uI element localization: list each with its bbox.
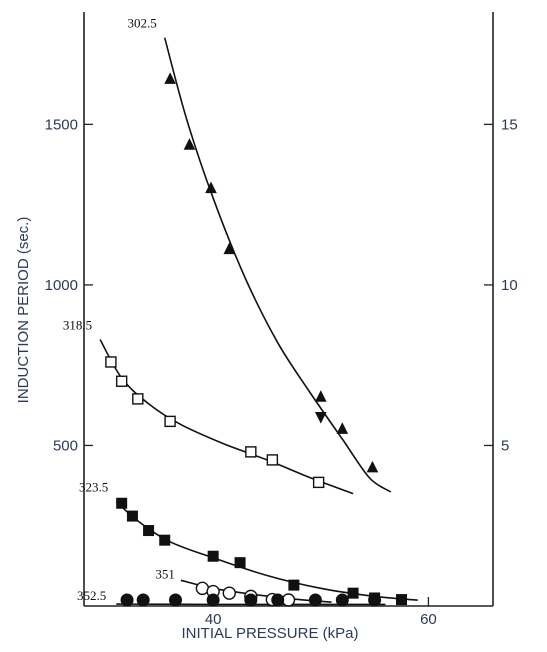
data-point: [222, 586, 237, 600]
data-point: [244, 593, 258, 607]
series-label: 323.5: [79, 480, 108, 495]
data-point: [368, 593, 382, 607]
data-point: [164, 415, 176, 428]
right-y-tick-label: 15: [501, 116, 518, 133]
markers: [105, 72, 408, 607]
series-labels: 302.5 318.5 323.5 351 352.5: [63, 16, 175, 603]
series-label: 318.5: [63, 318, 92, 333]
x-tick-label: 40: [205, 611, 222, 628]
data-point: [336, 422, 349, 434]
data-point: [223, 242, 236, 255]
series-label: 351: [155, 566, 175, 581]
data-point: [396, 594, 408, 606]
data-point: [205, 181, 217, 194]
data-point: [136, 593, 150, 607]
left-y-tick-label: 500: [53, 437, 78, 454]
x-tick-label: 60: [420, 611, 437, 628]
x-axis-title: INITIAL PRESSURE (kPa): [182, 625, 359, 642]
y-axis-title: INDUCTION PERIOD (sec.): [15, 217, 32, 404]
series-curve: [99, 339, 354, 495]
right-y-tick-label: 5: [501, 437, 509, 454]
data-point: [206, 593, 220, 607]
data-point: [314, 390, 327, 402]
data-point: [105, 356, 117, 368]
series-label: 302.5: [127, 16, 156, 31]
series-curve: [163, 37, 392, 493]
data-point: [168, 593, 182, 607]
data-point: [281, 593, 296, 607]
data-point: [312, 476, 325, 489]
data-point: [335, 593, 349, 607]
data-point: [164, 72, 176, 84]
data-point: [234, 557, 246, 569]
data-point: [183, 138, 196, 150]
left-y-tick-label: 1000: [45, 277, 78, 294]
data-point: [288, 579, 300, 591]
series-curve: [115, 501, 418, 601]
data-point: [159, 534, 171, 546]
data-point: [245, 446, 257, 458]
data-point: [314, 412, 327, 424]
right-y-tick-label: 10: [501, 277, 518, 294]
data-point: [207, 550, 219, 562]
data-point: [308, 593, 322, 607]
data-point: [115, 375, 128, 387]
data-point: [143, 525, 155, 537]
data-point: [266, 454, 279, 466]
curves: [99, 37, 418, 606]
series-label: 352.5: [77, 588, 106, 603]
data-point: [132, 393, 144, 405]
axes: [83, 12, 494, 607]
left-y-tick-label: 1500: [45, 116, 78, 133]
data-point: [347, 587, 359, 599]
data-point: [271, 593, 285, 607]
data-point: [126, 510, 138, 522]
ticks: 500 1000 1500 5 10 15 40 60: [45, 116, 518, 628]
data-point: [116, 497, 128, 509]
data-point: [120, 593, 134, 607]
data-point: [366, 460, 379, 473]
